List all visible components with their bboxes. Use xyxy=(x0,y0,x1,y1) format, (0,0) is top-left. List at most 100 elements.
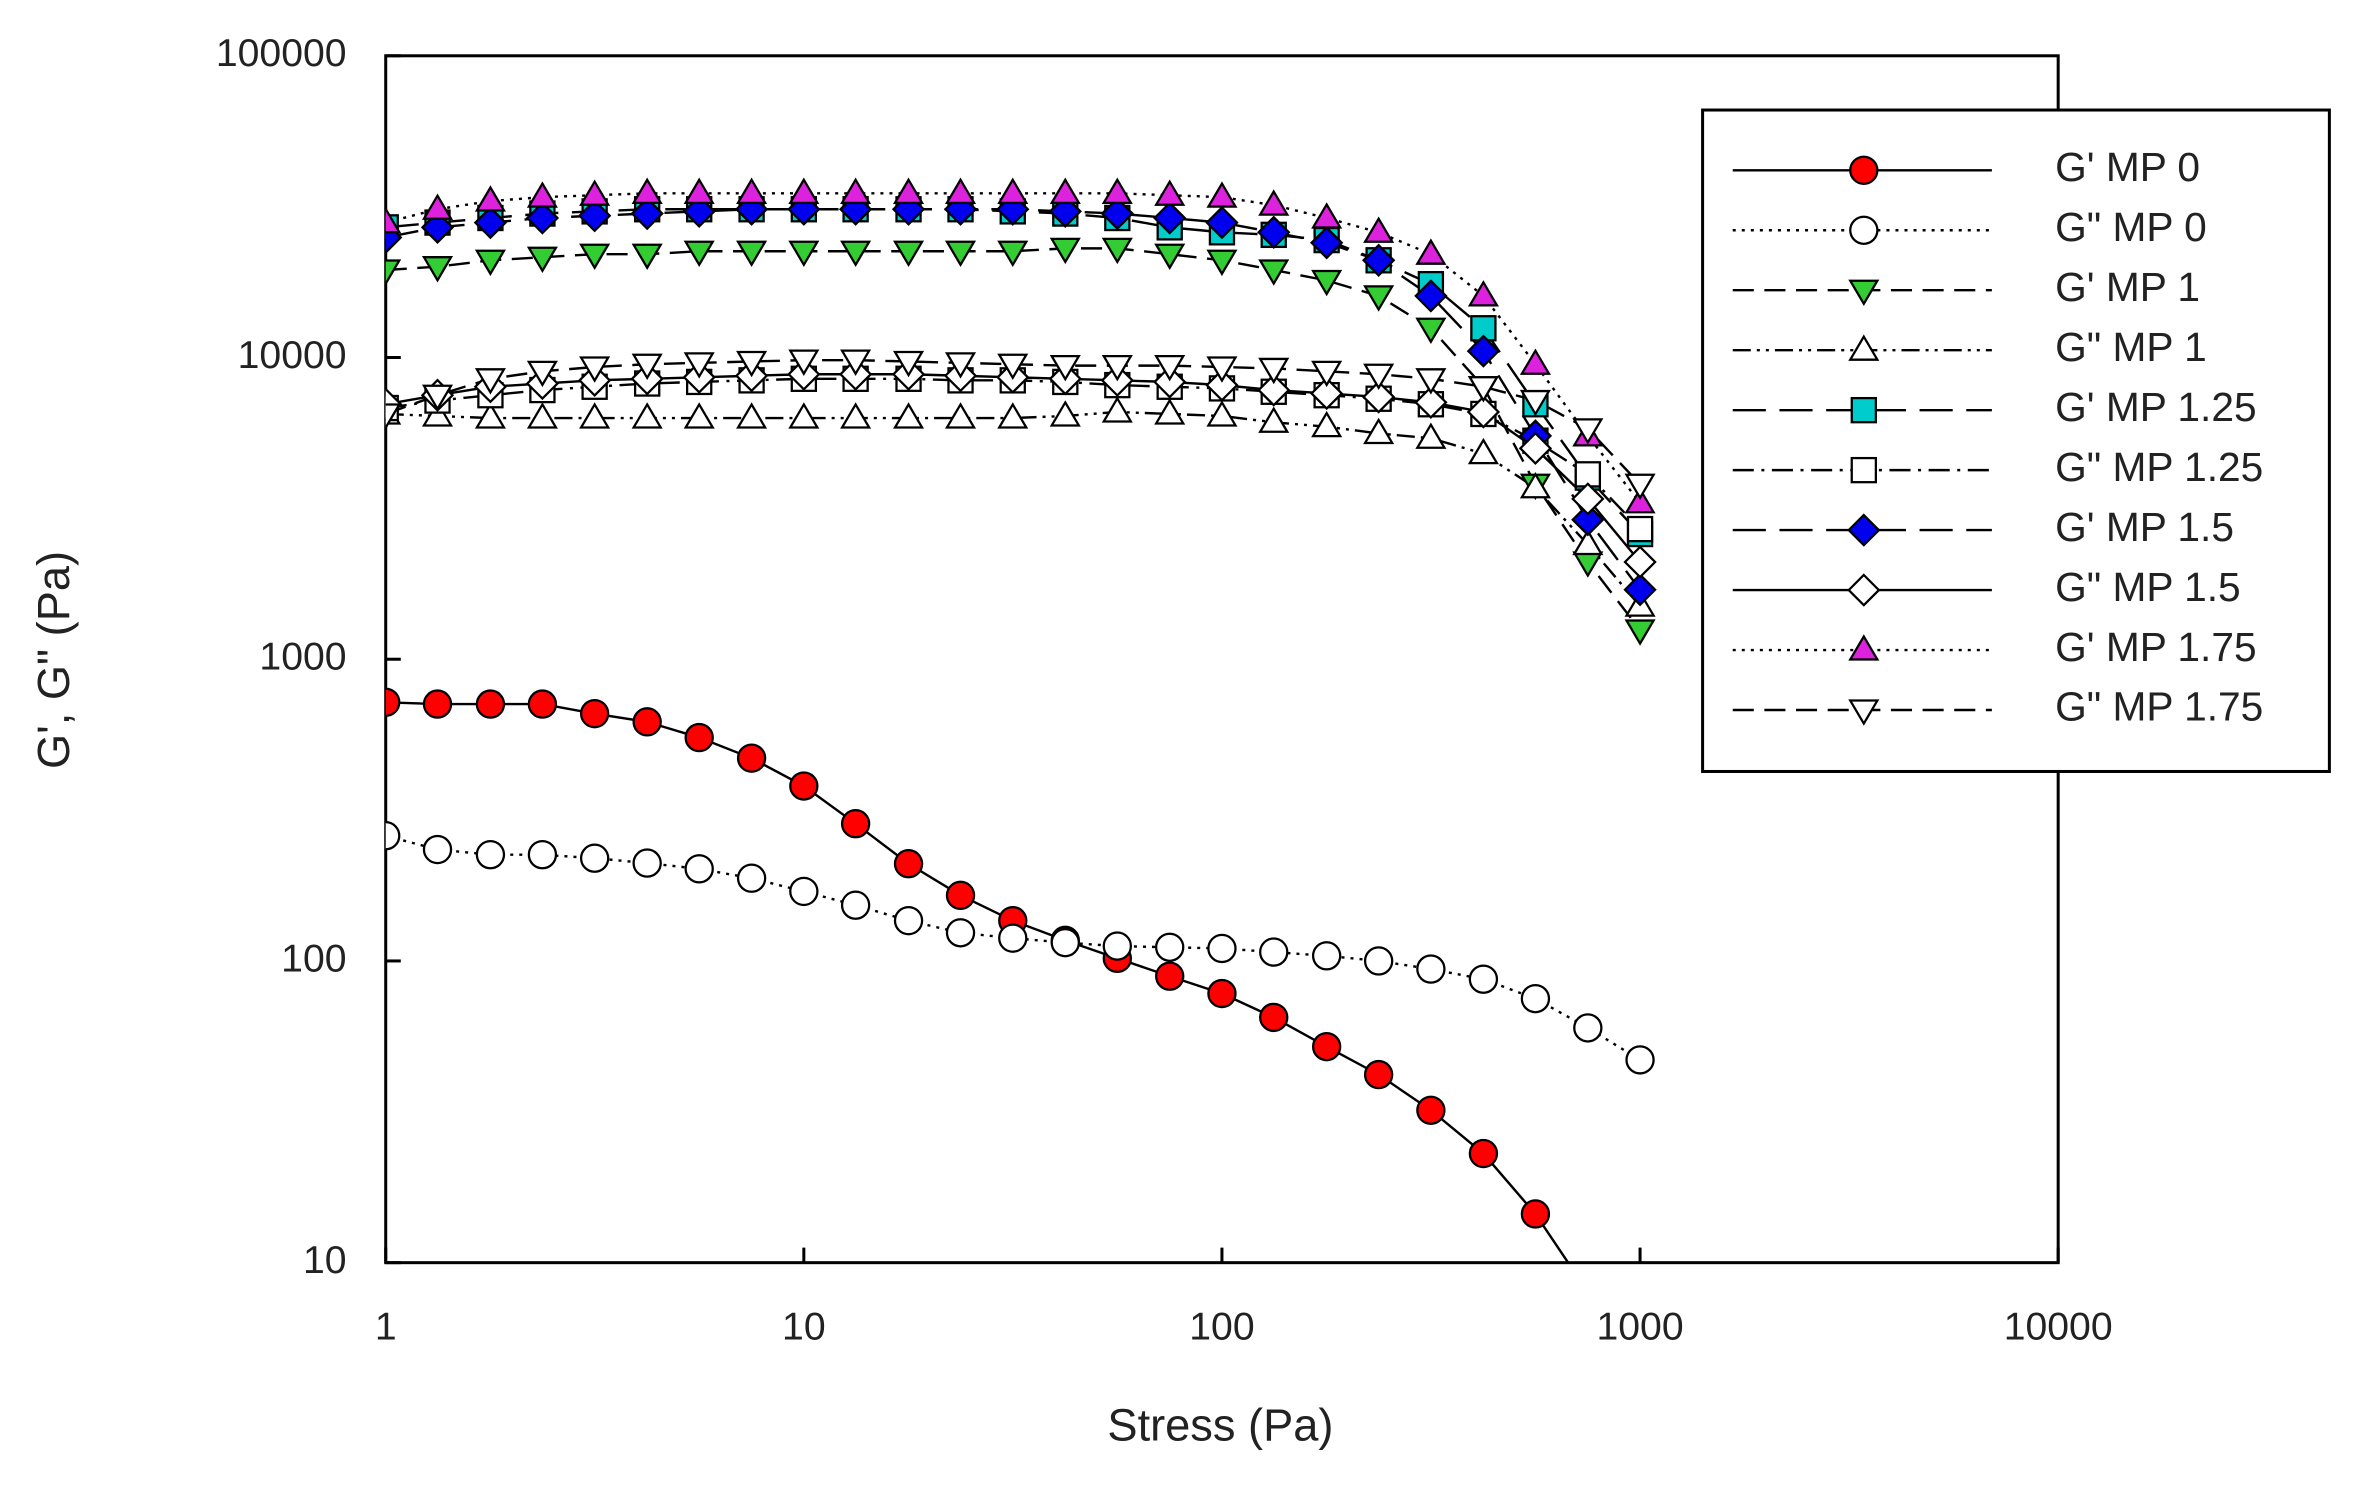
marker xyxy=(1100,196,1134,231)
marker xyxy=(893,402,925,429)
series-line xyxy=(385,701,1570,1263)
marker xyxy=(1624,486,1656,514)
marker xyxy=(632,707,662,737)
legend-label: G" MP 1.25 xyxy=(2055,444,2263,490)
legend-marker xyxy=(1848,699,1880,726)
marker xyxy=(788,349,820,376)
marker xyxy=(526,246,558,273)
marker xyxy=(683,402,715,429)
marker xyxy=(474,368,506,395)
marker xyxy=(1311,202,1343,229)
marker xyxy=(474,249,506,277)
marker xyxy=(840,809,871,839)
marker xyxy=(1049,237,1081,265)
marker xyxy=(736,863,767,893)
marker xyxy=(840,890,871,920)
marker xyxy=(1572,418,1604,445)
marker xyxy=(944,352,977,379)
marker xyxy=(421,400,454,427)
marker xyxy=(422,689,453,719)
marker xyxy=(997,177,1029,204)
series-line xyxy=(385,410,1641,607)
marker xyxy=(1623,545,1657,579)
series-line xyxy=(385,247,1642,631)
marker xyxy=(525,201,560,235)
legend-marker xyxy=(1848,334,1880,361)
marker xyxy=(1101,177,1133,204)
marker xyxy=(1049,177,1081,204)
marker xyxy=(1311,360,1343,388)
legend-label: G' MP 1 xyxy=(2055,264,2200,310)
marker xyxy=(1416,1095,1446,1125)
marker xyxy=(527,839,558,870)
marker xyxy=(1363,946,1394,976)
marker xyxy=(1259,1002,1289,1033)
marker xyxy=(526,360,558,388)
marker xyxy=(1309,376,1344,411)
marker xyxy=(1311,410,1343,438)
marker xyxy=(789,771,819,801)
marker xyxy=(684,854,714,884)
marker xyxy=(683,177,715,204)
marker xyxy=(1205,205,1239,240)
marker xyxy=(474,402,506,429)
marker xyxy=(1468,1138,1499,1169)
marker xyxy=(475,839,506,870)
marker xyxy=(1625,1045,1655,1075)
marker xyxy=(385,821,401,851)
marker xyxy=(1466,334,1501,368)
marker xyxy=(840,177,872,204)
legend-label: G" MP 1.75 xyxy=(2055,684,2263,730)
series-line xyxy=(385,377,1641,530)
marker xyxy=(736,240,768,268)
legend-marker xyxy=(1850,396,1877,424)
marker xyxy=(579,843,610,873)
marker xyxy=(577,199,612,233)
x-tick-label: 1 xyxy=(375,1305,397,1348)
marker xyxy=(788,240,820,268)
series-line xyxy=(385,373,1641,563)
marker xyxy=(840,240,872,268)
marker xyxy=(1154,179,1186,206)
legend-box xyxy=(1701,108,2331,773)
legend-label: G" MP 1 xyxy=(2055,324,2207,370)
marker xyxy=(1258,189,1290,216)
marker xyxy=(474,185,506,212)
y-tick-label: 10000 xyxy=(238,334,347,377)
marker xyxy=(1467,437,1499,465)
marker xyxy=(579,402,611,429)
y-tick-label: 10 xyxy=(303,1239,347,1282)
marker xyxy=(1154,354,1186,382)
marker xyxy=(1154,398,1186,425)
marker xyxy=(631,402,663,429)
marker xyxy=(1363,417,1395,445)
marker xyxy=(526,402,558,429)
y-axis-label: G', G" (Pa) xyxy=(28,551,79,769)
x-tick-label: 1000 xyxy=(1597,1305,1684,1348)
marker xyxy=(1623,573,1657,607)
x-axis-label: Stress (Pa) xyxy=(1107,1399,1333,1450)
marker xyxy=(1627,1369,1654,1396)
legend-marker xyxy=(1847,513,1881,547)
marker xyxy=(579,356,611,383)
marker xyxy=(631,177,663,204)
marker xyxy=(1257,215,1291,249)
marker xyxy=(945,880,976,911)
marker xyxy=(736,177,768,204)
marker xyxy=(893,905,924,936)
marker xyxy=(788,177,820,204)
marker xyxy=(1414,279,1448,313)
marker xyxy=(1415,368,1447,395)
legend-label: G" MP 0 xyxy=(2055,204,2207,250)
marker xyxy=(1101,354,1133,382)
legend-marker xyxy=(1847,573,1881,607)
legend-marker xyxy=(1849,215,1879,245)
legend-marker xyxy=(1848,279,1880,307)
marker xyxy=(475,689,506,719)
marker xyxy=(1624,473,1656,501)
marker xyxy=(1155,961,1185,991)
marker xyxy=(1206,249,1238,277)
marker xyxy=(1257,373,1291,407)
